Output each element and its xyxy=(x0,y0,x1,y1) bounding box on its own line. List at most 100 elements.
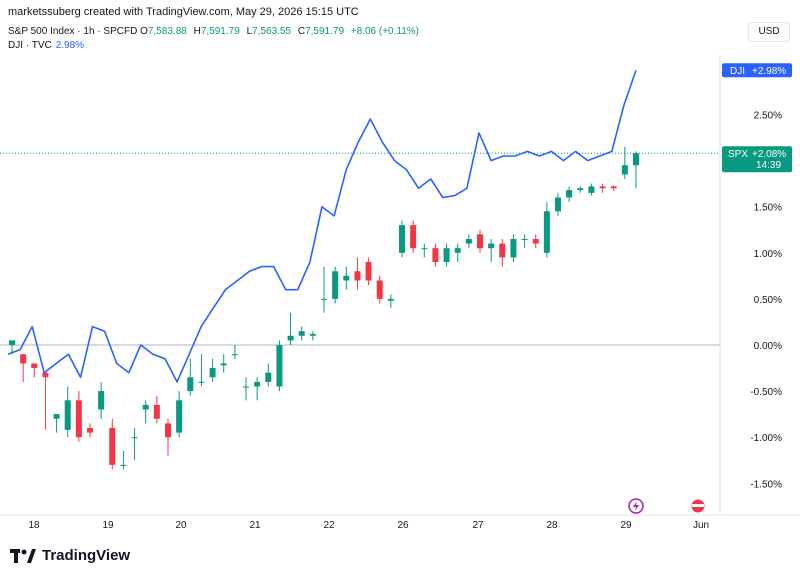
candle-body xyxy=(276,345,283,387)
candle-body xyxy=(599,186,606,189)
y-tick-label: 0.00% xyxy=(754,341,782,352)
candle-body xyxy=(376,280,383,299)
candle-body xyxy=(477,234,483,249)
x-tick-label: 20 xyxy=(175,520,187,531)
candle-body xyxy=(165,423,171,438)
us-flag-stripe-icon xyxy=(692,504,704,507)
x-tick-label: 19 xyxy=(102,520,114,531)
candle-body xyxy=(287,335,294,341)
spx-tag-label: SPX xyxy=(728,149,748,160)
candle-body xyxy=(309,333,316,336)
y-tick-label: 2.50% xyxy=(754,111,782,122)
candle-body xyxy=(87,427,93,433)
event-icons xyxy=(628,498,706,514)
y-tick-label: -0.50% xyxy=(750,387,782,398)
dji-series xyxy=(7,69,637,383)
candle-body xyxy=(75,400,82,438)
candle-body xyxy=(621,165,628,175)
candle-body xyxy=(298,331,305,336)
open-value: 7,583.88 xyxy=(147,26,187,37)
high-value: 7,591.79 xyxy=(200,26,240,37)
candle-body xyxy=(399,225,405,253)
dji-legend-pct: 2.98% xyxy=(55,40,85,51)
close-value: 7,591.79 xyxy=(305,26,345,37)
dji-legend[interactable]: DJI · TVC 2.98% xyxy=(8,40,84,51)
x-tick-label: 26 xyxy=(397,520,409,531)
candle-body xyxy=(42,372,49,378)
candle-body xyxy=(231,354,238,356)
candle-body xyxy=(187,377,194,392)
spx-candles xyxy=(9,146,639,470)
candle-body xyxy=(532,238,539,244)
candle-body xyxy=(410,225,417,249)
x-tick-label: 22 xyxy=(323,520,335,531)
candle-body xyxy=(343,275,350,281)
dji-legend-label: DJI · TVC xyxy=(8,40,52,51)
symbol-ohlc-row: S&P 500 Index · 1h · SPCFD O7,583.88 H7,… xyxy=(8,26,423,37)
low-value: 7,563.55 xyxy=(252,26,292,37)
candle-body xyxy=(254,381,261,387)
dji-tag-label: DJI xyxy=(730,66,745,77)
candle-body xyxy=(20,354,27,364)
candle-body xyxy=(176,400,183,433)
candle-body xyxy=(510,238,517,258)
candle-body xyxy=(321,298,327,300)
candle-body xyxy=(387,298,394,301)
candle-body xyxy=(543,211,550,253)
symbol-name[interactable]: S&P 500 Index · 1h · SPCFD xyxy=(8,26,138,37)
candle-body xyxy=(198,381,205,383)
candle-body xyxy=(566,190,573,198)
candle-body xyxy=(109,427,116,465)
candle-body xyxy=(153,404,160,419)
y-tick-label: -1.00% xyxy=(750,433,782,444)
x-tick-label: 18 xyxy=(28,520,40,531)
candle-body xyxy=(421,248,428,250)
close-label: C xyxy=(297,26,306,37)
y-tick-label: 1.00% xyxy=(754,249,782,260)
candle-body xyxy=(610,186,617,189)
candle-body xyxy=(365,262,372,281)
low-label: L xyxy=(246,26,253,37)
candle-body xyxy=(555,197,561,212)
candle-body xyxy=(265,372,272,382)
candle-body xyxy=(9,340,15,345)
spx-tag-value: +2.08% xyxy=(752,149,786,160)
candle-body xyxy=(577,188,584,191)
candle-body xyxy=(443,248,450,263)
candle-body xyxy=(209,368,216,378)
y-tick-label: -1.50% xyxy=(750,479,782,490)
price-tags: DJI +2.98% SPX +2.08%14:39 xyxy=(0,63,792,173)
spx-tag-time: 14:39 xyxy=(756,160,781,171)
candle-body xyxy=(64,400,71,430)
candle-body xyxy=(131,437,138,439)
chart-credit: marketssuberg created with TradingView.c… xyxy=(8,6,359,18)
candle-body xyxy=(142,404,149,410)
candle-body xyxy=(465,238,472,244)
candle-body xyxy=(454,248,461,253)
dji-line xyxy=(7,69,637,383)
candle-body xyxy=(499,243,506,258)
tradingview-mark-icon xyxy=(10,548,36,563)
high-label: H xyxy=(193,26,201,37)
lightning-glyph-icon xyxy=(633,501,639,511)
candle-body xyxy=(521,238,528,240)
candle-body xyxy=(432,248,439,263)
y-tick-label: 0.50% xyxy=(754,295,782,306)
tradingview-logo[interactable]: TradingView xyxy=(10,547,130,564)
candle-body xyxy=(332,271,339,299)
candle-body xyxy=(243,386,249,388)
x-tick-label: 28 xyxy=(546,520,558,531)
currency-button[interactable]: USD xyxy=(748,22,790,42)
x-tick-label: Jun xyxy=(693,520,709,531)
candle-body xyxy=(354,271,361,281)
x-tick-label: 21 xyxy=(249,520,261,531)
spx-price-tag xyxy=(722,146,792,173)
candle-body xyxy=(120,464,127,466)
candle-body xyxy=(220,363,227,366)
tradingview-brand-text: TradingView xyxy=(42,547,131,564)
change-value: +8.06 (+0.11%) xyxy=(350,26,419,37)
candle-body xyxy=(31,363,38,369)
y-tick-label: 1.50% xyxy=(754,203,782,214)
candle-body xyxy=(633,153,639,166)
